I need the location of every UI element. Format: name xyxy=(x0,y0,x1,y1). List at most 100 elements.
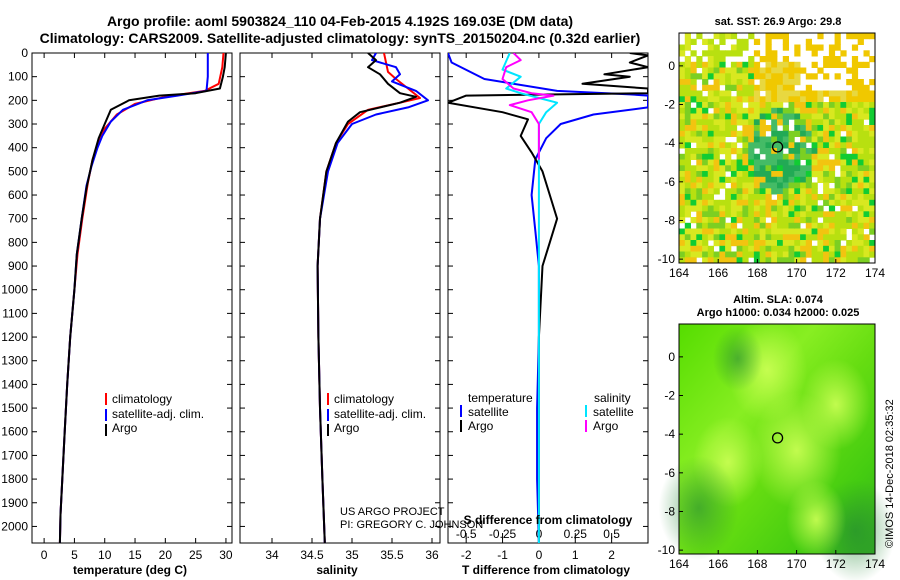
sst-cell xyxy=(684,96,691,103)
sst-cell xyxy=(748,125,755,132)
sst-cell xyxy=(857,148,864,155)
sst-cell xyxy=(805,188,812,195)
sst-cell xyxy=(840,113,847,120)
sst-cell xyxy=(817,245,824,252)
sst-cell xyxy=(823,125,830,132)
sst-cell xyxy=(817,222,824,229)
sst-cell xyxy=(679,194,686,201)
sst-cell xyxy=(684,205,691,212)
imos-timestamp: ©IMOS 14-Dec-2018 02:35:32 xyxy=(884,399,896,548)
series-line-t-argo xyxy=(448,53,648,543)
sst-cell xyxy=(828,136,836,143)
sst-cell xyxy=(730,125,738,132)
sst-cell xyxy=(719,251,726,258)
sst-cell xyxy=(788,194,795,201)
sst-cell xyxy=(777,113,784,120)
map-x-tick-label: 170 xyxy=(787,266,807,280)
sst-cell xyxy=(805,228,812,235)
sst-cell xyxy=(707,90,714,97)
sst-cell xyxy=(736,90,743,97)
figure-title-line2: Climatology: CARS2009. Satellite-adjuste… xyxy=(40,30,641,46)
sst-cell xyxy=(834,251,841,258)
sst-cell xyxy=(811,96,818,103)
sst-cell xyxy=(851,136,859,143)
sst-cell xyxy=(753,159,761,166)
sst-cell xyxy=(730,44,738,51)
sst-cell xyxy=(869,113,876,120)
sst-cell xyxy=(863,205,870,212)
sst-cell xyxy=(748,130,755,137)
sst-cell xyxy=(730,96,738,103)
series-line-satellite-adj-clim- xyxy=(58,53,209,543)
sst-cell xyxy=(753,176,761,183)
sst-cell xyxy=(730,171,738,178)
sst-cell xyxy=(771,79,778,86)
sst-cell xyxy=(840,199,847,206)
sst-cell xyxy=(800,176,807,183)
sst-cell xyxy=(863,113,870,120)
sst-cell xyxy=(707,159,714,166)
sst-cell xyxy=(782,251,789,258)
sst-cell xyxy=(777,176,784,183)
sst-cell xyxy=(684,79,691,86)
sst-cell xyxy=(707,73,714,80)
sst-cell xyxy=(765,176,772,183)
sst-cell xyxy=(690,240,697,247)
sst-cell xyxy=(696,245,703,252)
sst-cell xyxy=(851,90,859,97)
depth-tick-label: 1700 xyxy=(1,448,28,462)
sst-cell xyxy=(679,119,686,126)
sst-cell xyxy=(869,240,876,247)
top-x-tick-label: -0.25 xyxy=(489,527,517,541)
sst-cell xyxy=(777,234,784,241)
sst-cell xyxy=(823,251,830,258)
sst-cell xyxy=(823,136,830,143)
sst-cell xyxy=(834,182,841,189)
sst-cell xyxy=(788,153,795,160)
sst-cell xyxy=(679,240,686,247)
sst-cell xyxy=(696,113,703,120)
sst-cell xyxy=(707,67,714,74)
sst-cell xyxy=(719,73,726,80)
sst-cell xyxy=(730,188,738,195)
sst-cell xyxy=(753,113,761,120)
sst-cell xyxy=(782,205,789,212)
sst-cell xyxy=(707,148,714,155)
sst-cell xyxy=(719,67,726,74)
sst-cell xyxy=(759,79,766,86)
sst-cell xyxy=(828,90,836,97)
sst-cell xyxy=(684,171,691,178)
salinity-panel-frame xyxy=(239,52,441,544)
sst-cell xyxy=(805,84,812,91)
sst-cell xyxy=(742,234,749,241)
sst-cell xyxy=(811,222,818,229)
sst-cell xyxy=(719,245,726,252)
sst-cell xyxy=(851,107,859,114)
sst-cell xyxy=(684,222,691,229)
sst-cell xyxy=(800,130,807,137)
x-tick-label: 35 xyxy=(345,548,359,562)
sst-cell xyxy=(748,73,755,80)
sst-cell xyxy=(719,228,726,235)
map-y-tick-label: -2 xyxy=(664,98,675,112)
depth-tick-label: 900 xyxy=(8,259,28,273)
sst-cell xyxy=(800,67,807,74)
sst-cell xyxy=(788,176,795,183)
sst-cell xyxy=(730,61,738,68)
sst-cell xyxy=(863,102,870,109)
sst-cell xyxy=(777,245,784,252)
sst-cell xyxy=(696,188,703,195)
sst-cell xyxy=(753,182,761,189)
sst-cell xyxy=(742,130,749,137)
sst-cell xyxy=(702,113,709,120)
sst-cell xyxy=(684,102,691,109)
sst-cell xyxy=(846,113,853,120)
sst-cell xyxy=(857,222,864,229)
sst-cell xyxy=(840,211,847,218)
sst-cell xyxy=(805,217,812,224)
sst-cell xyxy=(782,240,789,247)
sst-cell xyxy=(840,251,847,258)
sst-cell xyxy=(788,257,795,264)
sst-cell xyxy=(834,119,841,126)
sst-cell xyxy=(679,113,686,120)
